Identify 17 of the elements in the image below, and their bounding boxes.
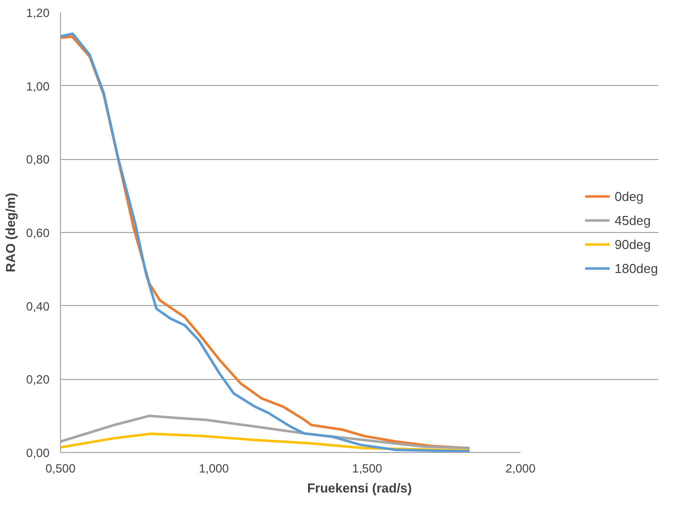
x-tick-label: 1,500 [352, 462, 383, 476]
legend-label: 180deg [614, 260, 658, 276]
y-tick-label: 1,20 [26, 6, 50, 20]
x-tick-label: 2,000 [505, 462, 536, 476]
legend-label: 90deg [614, 236, 651, 252]
x-tick-label: 0,500 [45, 462, 76, 476]
x-tick-label: 1,000 [198, 462, 230, 476]
y-tick-label: 0,60 [26, 226, 50, 240]
y-tick-label: 0,80 [26, 152, 50, 167]
y-axis-title: RAO (deg/m) [3, 192, 18, 272]
y-tick-label: 0,40 [26, 299, 50, 314]
legend-label: 45deg [614, 212, 651, 228]
y-tick-label: 0,00 [26, 446, 50, 460]
legend-label: 0deg [614, 188, 644, 204]
y-tick-label: 0,20 [26, 372, 50, 387]
x-axis-title: Fruekensi (rad/s) [307, 480, 412, 496]
y-tick-label: 1,00 [26, 79, 50, 94]
